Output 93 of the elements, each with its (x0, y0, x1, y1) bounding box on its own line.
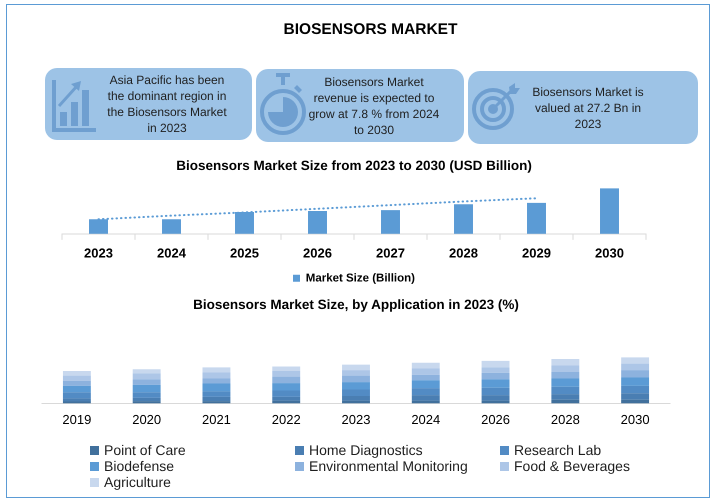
bar (132, 379, 161, 385)
bar (551, 366, 580, 372)
bar (621, 393, 650, 400)
bar (412, 374, 440, 380)
x-tick-label: 2020 (132, 412, 162, 427)
bar (412, 368, 440, 375)
x-tick-label: 2026 (481, 412, 510, 427)
bar (621, 357, 650, 364)
bar (272, 396, 300, 401)
bar (621, 370, 650, 378)
bar (412, 362, 440, 368)
x-tick-label: 2022 (272, 412, 301, 427)
chart-title: Biosensors Market Size, by Application in 2023 (%) (193, 296, 519, 312)
bar (132, 398, 161, 402)
bar (482, 395, 510, 401)
bar (551, 359, 580, 366)
text: Asia Pacific has been the dominant region in the Biosensors Market in 2023 (106, 72, 228, 136)
text: Biosensors Market is valued at 27.2 Bn in 2023 (531, 84, 645, 132)
bar (482, 388, 510, 396)
text: Biosensors Market revenue is expected to grow at 7.8 % from 2024 to 2030 (308, 74, 440, 138)
x-tick-label: 2023 (84, 245, 113, 260)
bar (132, 384, 161, 392)
x-tick-label: 2023 (342, 412, 370, 427)
legend-label: Market Size (Billion) (306, 272, 416, 284)
bar (600, 188, 619, 234)
legend-label: Research Lab (514, 442, 602, 458)
bar (621, 400, 650, 404)
bar (272, 383, 300, 390)
bar (202, 378, 230, 384)
bar (202, 396, 230, 402)
bar (412, 388, 440, 396)
bar (482, 379, 510, 388)
legend-label: Environmental Monitoring (309, 458, 468, 474)
legend-label: Agriculture (104, 474, 171, 490)
bar (621, 364, 650, 370)
bar (412, 395, 440, 401)
bar (62, 371, 91, 376)
bar (342, 364, 370, 370)
bar (62, 386, 91, 392)
bar (272, 376, 300, 384)
bar (342, 400, 370, 404)
legend-label: Home Diagnostics (309, 442, 423, 458)
bar (527, 202, 546, 234)
legend-label: Food & Beverages (514, 458, 630, 474)
bar (132, 373, 161, 380)
x-tick-label: 2019 (62, 412, 92, 427)
bar (272, 366, 300, 372)
bar (621, 386, 650, 394)
bar (482, 367, 510, 373)
bar (202, 391, 230, 397)
bar (482, 372, 510, 380)
bar (482, 400, 510, 404)
bar (202, 372, 230, 378)
bar (62, 380, 91, 386)
bar (551, 400, 580, 404)
bar (342, 396, 370, 401)
bar (132, 369, 161, 374)
x-tick-label: 2030 (620, 412, 650, 427)
bar (482, 360, 510, 368)
bar (62, 392, 91, 398)
legend-label: Point of Care (104, 442, 186, 458)
bar (272, 371, 300, 377)
text: BIOSENSORS MARKET (284, 21, 458, 38)
bar (551, 386, 580, 394)
x-tick-label: 2026 (303, 245, 332, 260)
x-tick-label: 2030 (595, 245, 624, 260)
bar (412, 380, 440, 388)
bar (342, 382, 370, 390)
x-tick-label: 2028 (449, 245, 478, 260)
bar (381, 210, 400, 234)
x-tick-label: 2024 (157, 245, 187, 260)
bar (202, 367, 230, 372)
bar (342, 376, 370, 382)
legend-label: Biodefense (104, 458, 174, 474)
bar (162, 219, 181, 234)
x-tick-label: 2021 (202, 412, 231, 427)
bar (342, 390, 370, 396)
bar (342, 370, 370, 376)
x-tick-label: 2028 (550, 412, 580, 427)
chart-title: Biosensors Market Size from 2023 to 2030 (USD Billion) (176, 158, 532, 173)
x-tick-label: 2025 (230, 245, 259, 260)
bar (551, 394, 580, 400)
bar (551, 372, 580, 378)
bar (62, 398, 91, 402)
bar (132, 392, 161, 398)
bar (551, 378, 580, 387)
bar (621, 378, 650, 386)
bar (272, 390, 300, 397)
x-tick-label: 2027 (376, 245, 405, 260)
bar (62, 376, 91, 381)
bar (202, 384, 230, 392)
x-tick-label: 2024 (411, 412, 440, 427)
x-tick-label: 2029 (522, 245, 551, 260)
